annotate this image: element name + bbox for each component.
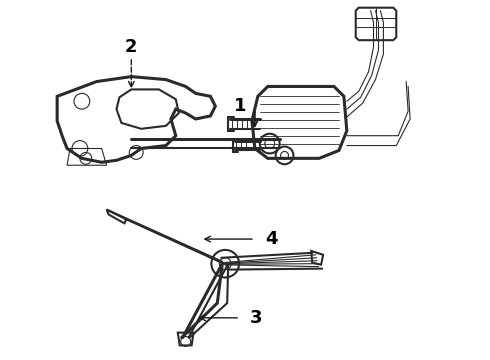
Text: 4: 4: [265, 230, 277, 248]
Text: 3: 3: [250, 309, 263, 327]
Text: 2: 2: [125, 38, 138, 56]
Text: 1: 1: [234, 97, 246, 115]
